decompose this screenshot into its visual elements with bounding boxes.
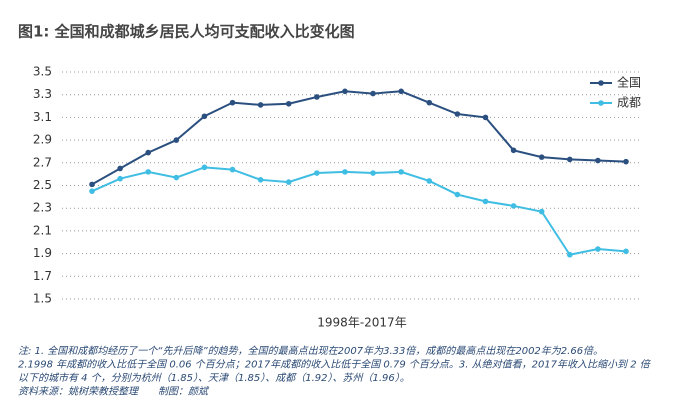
legend-marker	[598, 80, 604, 86]
data-point	[398, 169, 404, 175]
y-tick-label: 1.5	[33, 292, 52, 306]
data-point	[566, 251, 573, 258]
data-point	[145, 149, 152, 156]
y-tick-label: 2.9	[33, 133, 52, 147]
data-point	[173, 174, 180, 181]
data-point	[623, 248, 629, 255]
data-point	[538, 208, 545, 215]
data-point	[454, 191, 461, 198]
data-point	[89, 188, 95, 194]
data-point	[145, 169, 152, 175]
data-point	[510, 147, 517, 154]
data-point	[257, 102, 264, 108]
y-tick-label: 3.3	[33, 87, 52, 101]
data-point	[595, 157, 601, 164]
data-point	[117, 175, 123, 182]
data-point	[510, 203, 517, 209]
data-point	[482, 114, 489, 121]
data-point	[314, 94, 320, 100]
legend-marker	[598, 100, 604, 106]
data-point	[398, 88, 404, 95]
legend-label: 全国	[617, 75, 641, 90]
data-point	[538, 154, 545, 160]
data-point	[201, 164, 208, 171]
data-point	[426, 99, 433, 106]
data-point	[89, 181, 95, 188]
data-point	[342, 169, 348, 175]
series-line	[91, 166, 627, 256]
note: 2.1998 年成都的收入比低于全国 0.06 个百分点；2017年成都的收入比…	[18, 359, 652, 371]
data-point	[595, 246, 601, 252]
x-axis-label: 1998年-2017年	[317, 316, 406, 330]
data-point	[285, 100, 292, 107]
chart-title: 图1: 全国和成都城乡居民人均可支配收入比变化图	[18, 23, 355, 41]
data-point	[285, 179, 292, 185]
data-point	[482, 198, 489, 205]
y-tick-label: 2.3	[33, 201, 52, 215]
y-tick-label: 2.1	[33, 223, 52, 237]
y-tick-label: 3.5	[33, 65, 52, 79]
note: 以下的城市有 4 个，分别为杭州（1.85）、天津（1.85）、成都（1.92）…	[18, 372, 410, 384]
data-point	[342, 88, 348, 95]
y-tick-label: 1.9	[33, 246, 52, 260]
data-point	[370, 170, 376, 176]
y-tick-label: 2.7	[33, 155, 52, 169]
series-line	[91, 90, 627, 186]
legend-label: 成都	[617, 96, 641, 110]
y-tick-label: 1.7	[33, 269, 52, 283]
y-tick-label: 3.1	[33, 110, 52, 124]
data-point	[426, 178, 433, 184]
data-point	[566, 156, 573, 163]
data-point	[370, 90, 376, 97]
data-point	[201, 113, 208, 120]
data-point	[173, 137, 180, 143]
note: 资料来源：姚树荣教授整理 制图：颜斌	[18, 386, 210, 398]
data-point	[229, 99, 236, 106]
y-tick-label: 2.5	[33, 178, 52, 192]
data-point	[117, 165, 123, 172]
data-point	[229, 166, 236, 173]
note: 注: 1. 全国和成都均经历了一个“先升后降”的趋势，全国的最高点出现在2007…	[18, 345, 603, 357]
data-point	[623, 158, 629, 165]
data-point	[454, 111, 461, 117]
data-point	[314, 170, 320, 176]
data-point	[257, 177, 264, 183]
